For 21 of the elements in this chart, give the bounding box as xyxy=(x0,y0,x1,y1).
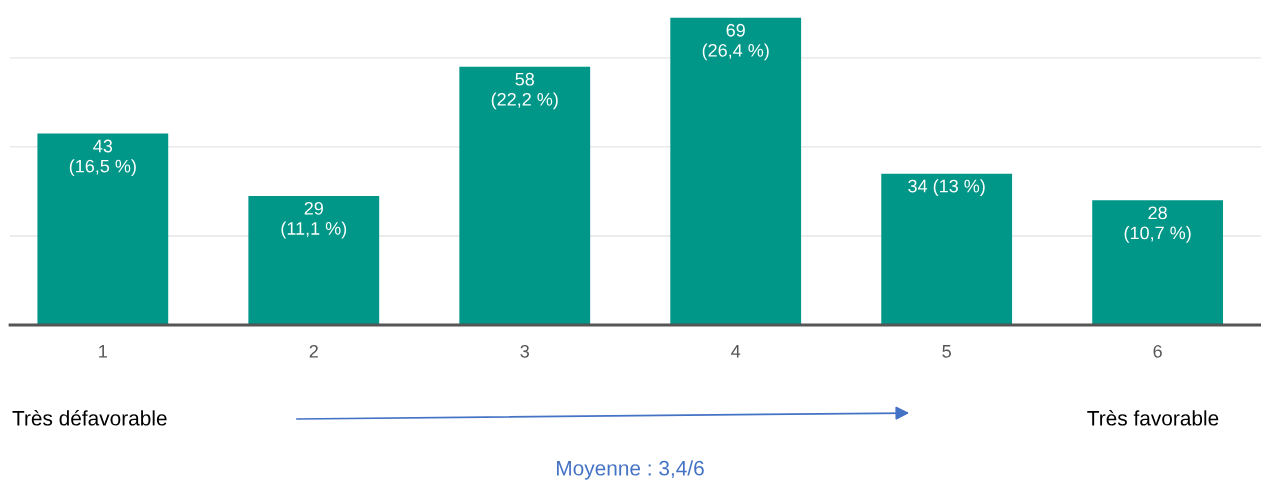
x-tick-label: 2 xyxy=(309,344,318,358)
bar xyxy=(1092,200,1224,325)
bar xyxy=(459,66,591,325)
x-tick-label: 1 xyxy=(99,345,107,358)
data-label: 29 (11,1 %) xyxy=(281,201,347,239)
data-label: 58 (22,2 %) xyxy=(491,72,558,110)
x-tick-label: 3 xyxy=(520,344,529,358)
bar xyxy=(248,195,380,325)
x-tick-label: 5 xyxy=(942,345,951,358)
data-label: 43 (16,5 %) xyxy=(69,139,136,177)
x-tick-label: 4 xyxy=(731,345,741,358)
text: Très favorable xyxy=(1087,410,1219,426)
data-label: 34 (13 %) xyxy=(908,179,985,197)
bar xyxy=(881,173,1013,325)
bar xyxy=(37,133,169,325)
text: Moyenne : 3,4/6 xyxy=(557,460,704,480)
bar xyxy=(670,17,802,325)
data-label: 69 (26,4 %) xyxy=(702,23,769,61)
x-tick-label: 6 xyxy=(1153,344,1162,358)
data-label: 28 (10,7 %) xyxy=(1124,206,1191,243)
text: Très défavorable xyxy=(12,410,167,426)
